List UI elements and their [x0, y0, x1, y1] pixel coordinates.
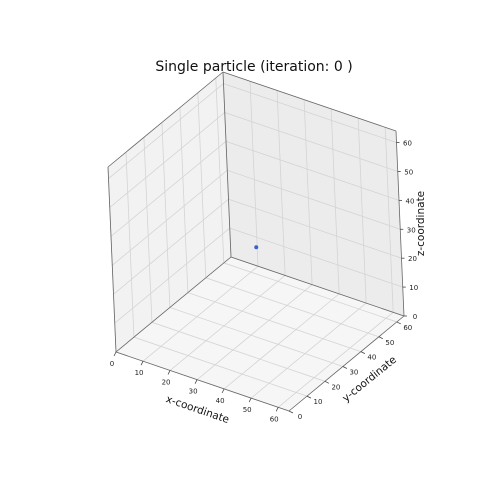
y-tick-label: 20 [331, 383, 340, 391]
x-tick-mark [194, 379, 198, 384]
z-axis-line [395, 130, 405, 317]
data-point [254, 245, 259, 250]
y-tick-mark [324, 380, 330, 384]
z-axis-label: z-coordinate [415, 191, 427, 256]
x-tick-label: 20 [162, 378, 171, 386]
x-tick-label: 50 [243, 406, 252, 414]
x-tick-mark [221, 388, 225, 394]
y-tick-label: 30 [349, 368, 358, 376]
z-tick-label: 0 [413, 313, 417, 321]
y-tick-mark [288, 410, 294, 414]
y-tick-mark [378, 336, 384, 340]
z-tick-label: 40 [406, 197, 415, 205]
floor-left-edge [115, 256, 232, 353]
x-tick-mark [140, 361, 144, 366]
y-tick-mark [306, 395, 312, 399]
z-tick-label: 50 [404, 168, 413, 176]
x-axis-ticks: 0 10 20 30 40 50 60 [110, 351, 279, 423]
z-tick-label: 10 [409, 284, 418, 292]
left-top-edge [107, 71, 224, 168]
y-tick-label: 40 [367, 354, 376, 362]
floor-back-edge [230, 256, 405, 317]
z-tick-label: 60 [403, 140, 412, 148]
x-tick-label: 30 [189, 388, 198, 396]
x-tick-mark [167, 370, 171, 375]
chart-axis-lines [107, 71, 405, 412]
chart-title: Single particle (iteration: 0 ) [155, 59, 352, 75]
x-tick-mark [248, 397, 252, 403]
z-axis-ticks: 0 10 20 30 40 50 60 [396, 140, 418, 321]
left-front-edge [107, 166, 117, 353]
y-tick-mark [342, 366, 348, 369]
x-tick-label: 0 [110, 360, 114, 368]
y-tick-label: 60 [403, 324, 412, 332]
x-tick-label: 40 [216, 397, 225, 405]
x-tick-mark [113, 351, 117, 357]
y-tick-label: 10 [314, 398, 323, 406]
z-tick-label: 20 [408, 255, 417, 263]
y-axis-ticks: 0 10 20 30 40 50 60 [288, 321, 412, 421]
floor-pane [116, 257, 404, 411]
x-tick-label: 60 [270, 415, 279, 423]
z-tick-label: 30 [407, 226, 416, 234]
x-tick-mark [275, 407, 279, 412]
y-axis-line [288, 315, 405, 412]
back-top-edge [222, 71, 397, 132]
x-axis-line [115, 351, 290, 412]
y-tick-label: 50 [385, 339, 394, 347]
x-tick-label: 10 [135, 369, 144, 377]
back-left-edge [222, 71, 232, 258]
y-tick-mark [360, 351, 366, 354]
y-tick-label: 0 [298, 413, 302, 421]
data-points [254, 245, 259, 250]
y-tick-mark [396, 321, 401, 325]
